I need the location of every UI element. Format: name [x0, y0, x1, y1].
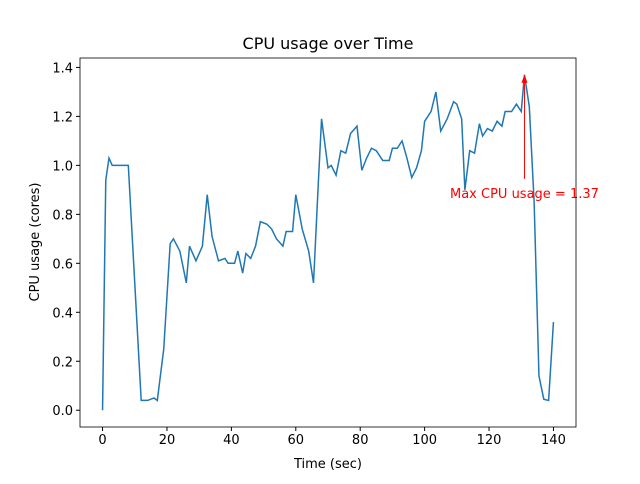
y-tick-label: 1.2 [52, 110, 73, 125]
annotation-text: Max CPU usage = 1.37 [450, 187, 599, 202]
annotation-arrowhead [521, 74, 528, 83]
x-tick-label: 120 [477, 433, 502, 448]
x-tick-label: 80 [352, 433, 369, 448]
x-tick-label: 140 [541, 433, 566, 448]
x-axis-label: Time (sec) [293, 457, 362, 472]
y-axis-label: CPU usage (cores) [28, 183, 43, 302]
x-tick-label: 20 [159, 433, 176, 448]
y-tick-label: 0.0 [52, 404, 73, 419]
x-tick-label: 40 [223, 433, 240, 448]
y-tick-label: 1.4 [52, 61, 73, 76]
x-tick-label: 100 [412, 433, 437, 448]
chart-title: CPU usage over Time [243, 34, 414, 53]
line [101, 74, 555, 411]
y-tick-label: 1.0 [52, 159, 73, 174]
x-tick-label: 60 [288, 433, 305, 448]
y-tick-label: 0.4 [52, 306, 73, 321]
y-tick-label: 0.6 [52, 257, 73, 272]
x-tick-label: 0 [98, 433, 106, 448]
y-tick-label: 0.2 [52, 355, 73, 370]
plot-frame [79, 57, 577, 428]
y-tick-label: 0.8 [52, 208, 73, 223]
